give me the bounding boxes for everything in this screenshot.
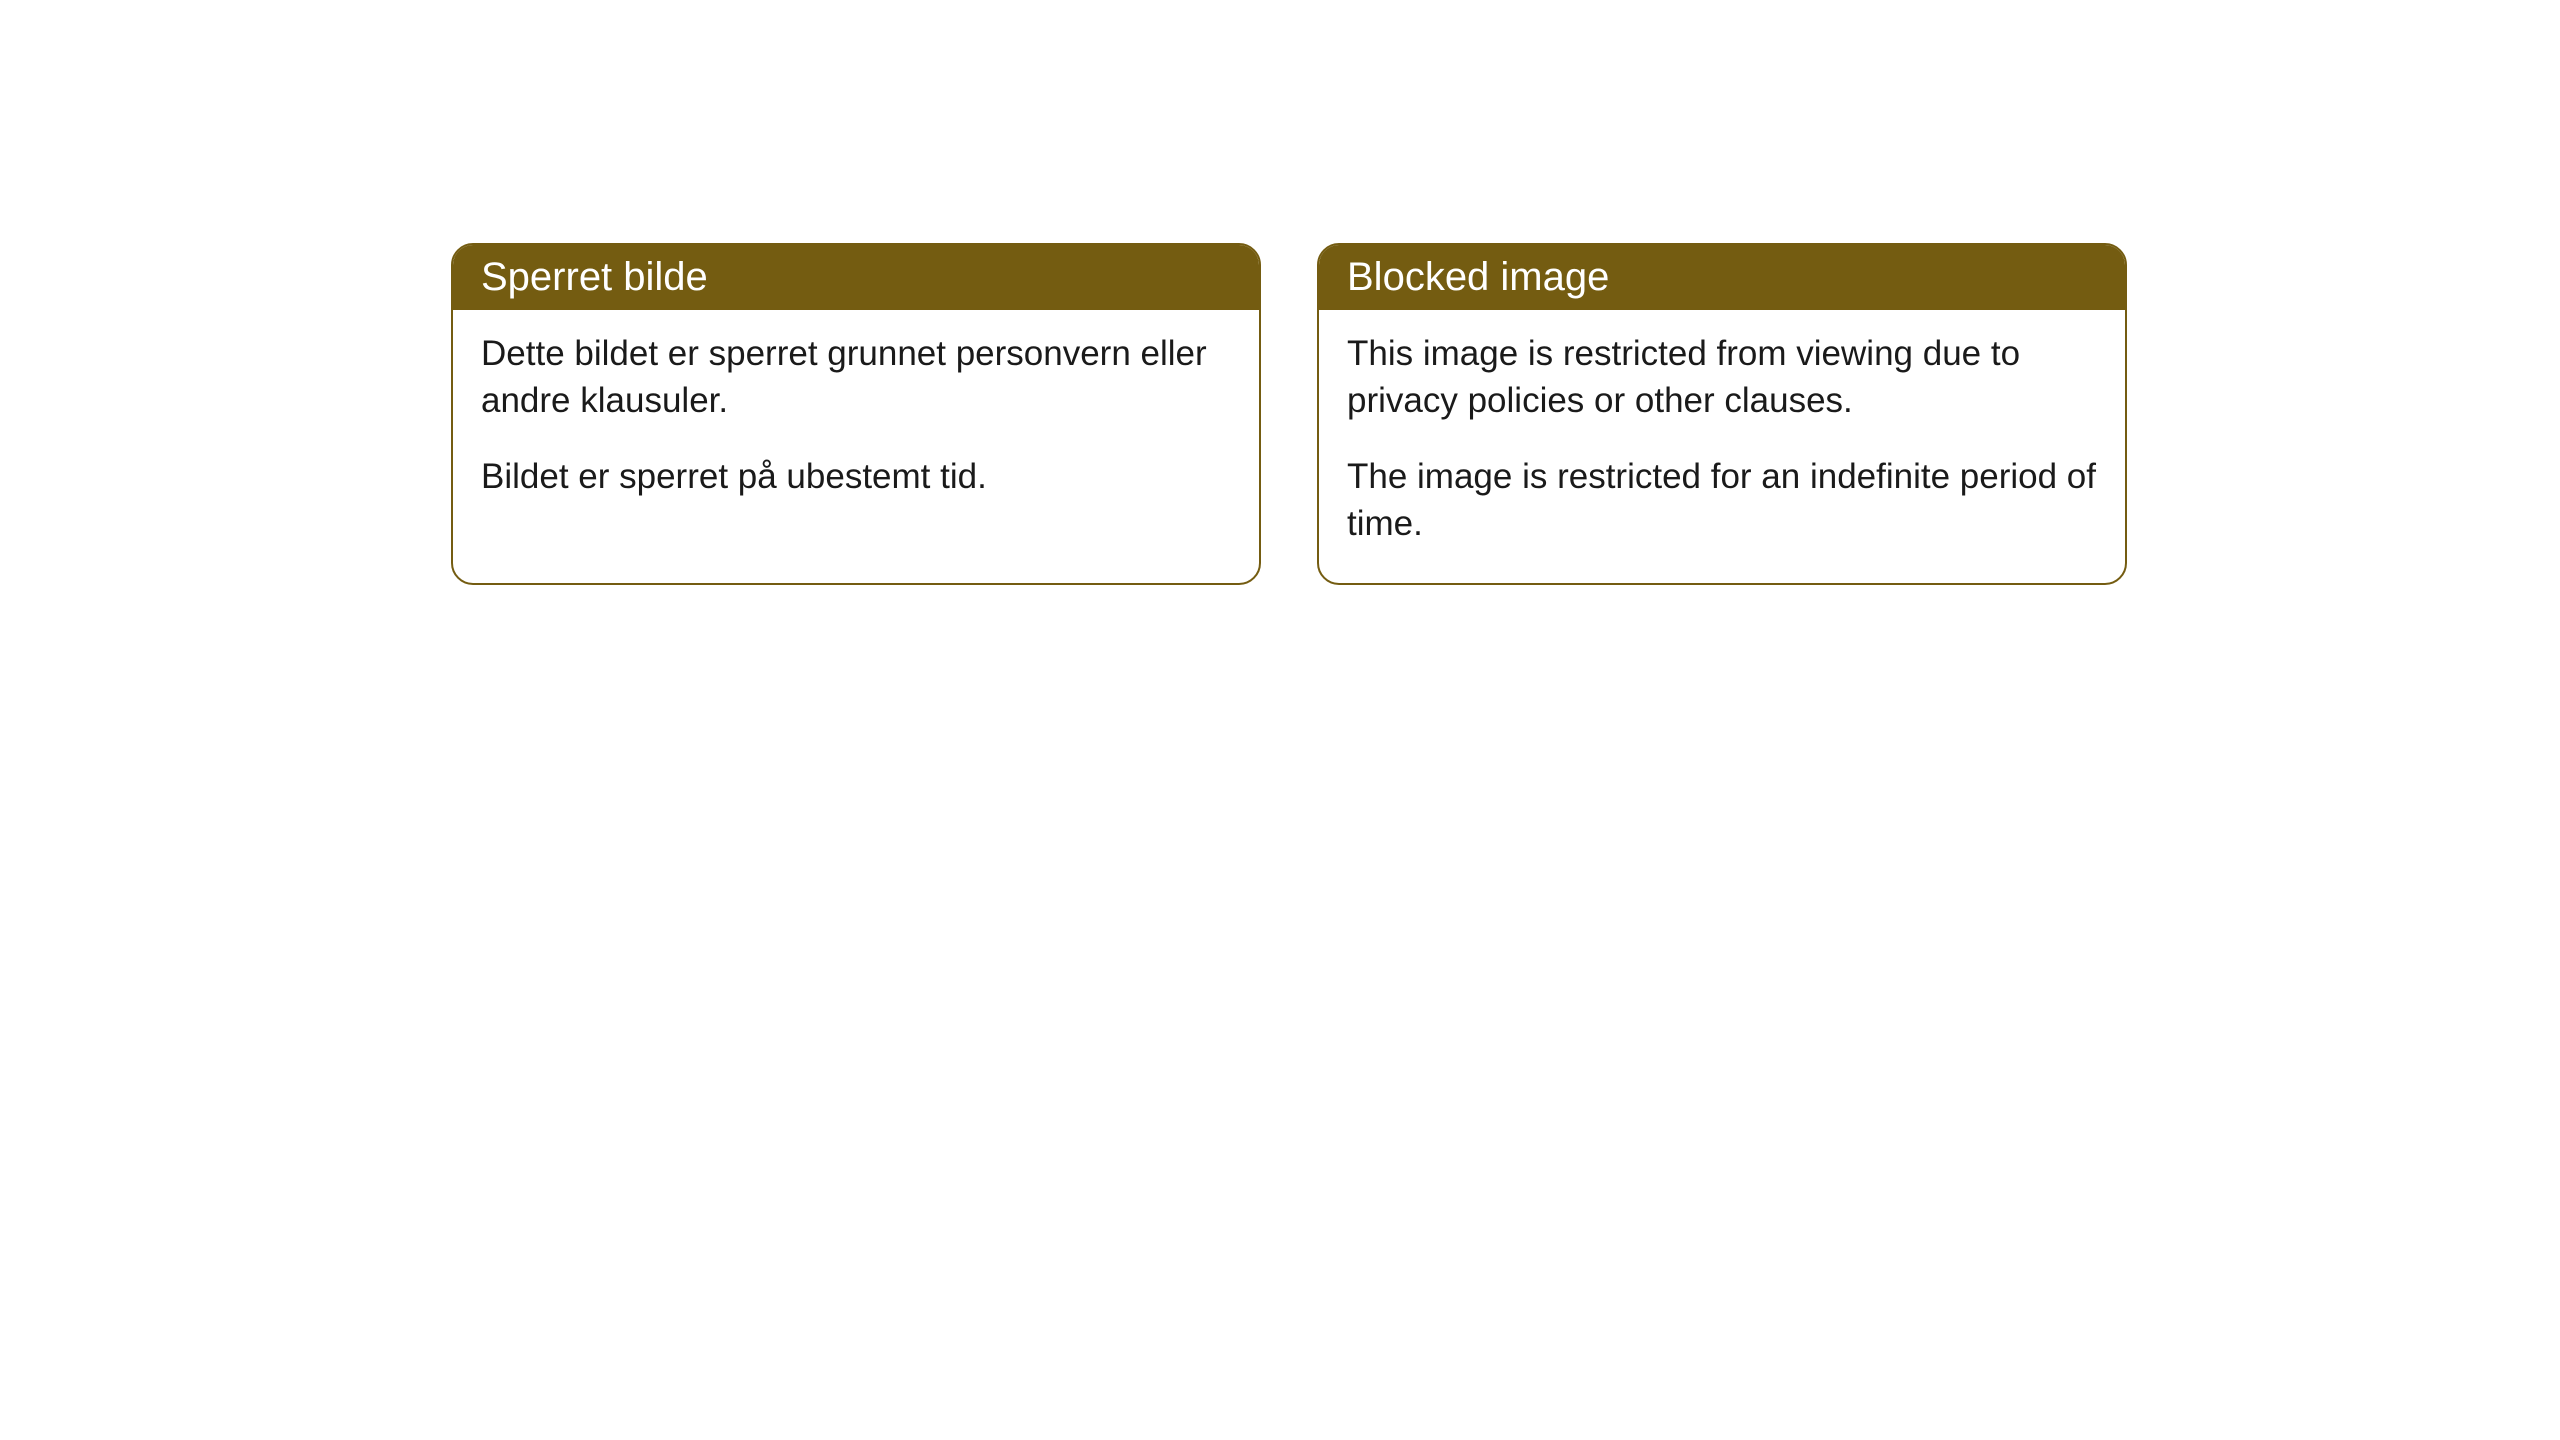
card-paragraph: This image is restricted from viewing du… [1347,330,2097,425]
card-paragraph: Bildet er sperret på ubestemt tid. [481,453,1231,500]
notice-card-english: Blocked image This image is restricted f… [1317,243,2127,585]
card-header: Sperret bilde [453,245,1259,310]
card-body: Dette bildet er sperret grunnet personve… [453,310,1259,536]
card-paragraph: The image is restricted for an indefinit… [1347,453,2097,548]
card-title: Sperret bilde [481,255,708,299]
card-header: Blocked image [1319,245,2125,310]
notice-card-norwegian: Sperret bilde Dette bildet er sperret gr… [451,243,1261,585]
card-body: This image is restricted from viewing du… [1319,310,2125,583]
card-paragraph: Dette bildet er sperret grunnet personve… [481,330,1231,425]
notice-cards-container: Sperret bilde Dette bildet er sperret gr… [451,243,2127,585]
card-title: Blocked image [1347,255,1609,299]
